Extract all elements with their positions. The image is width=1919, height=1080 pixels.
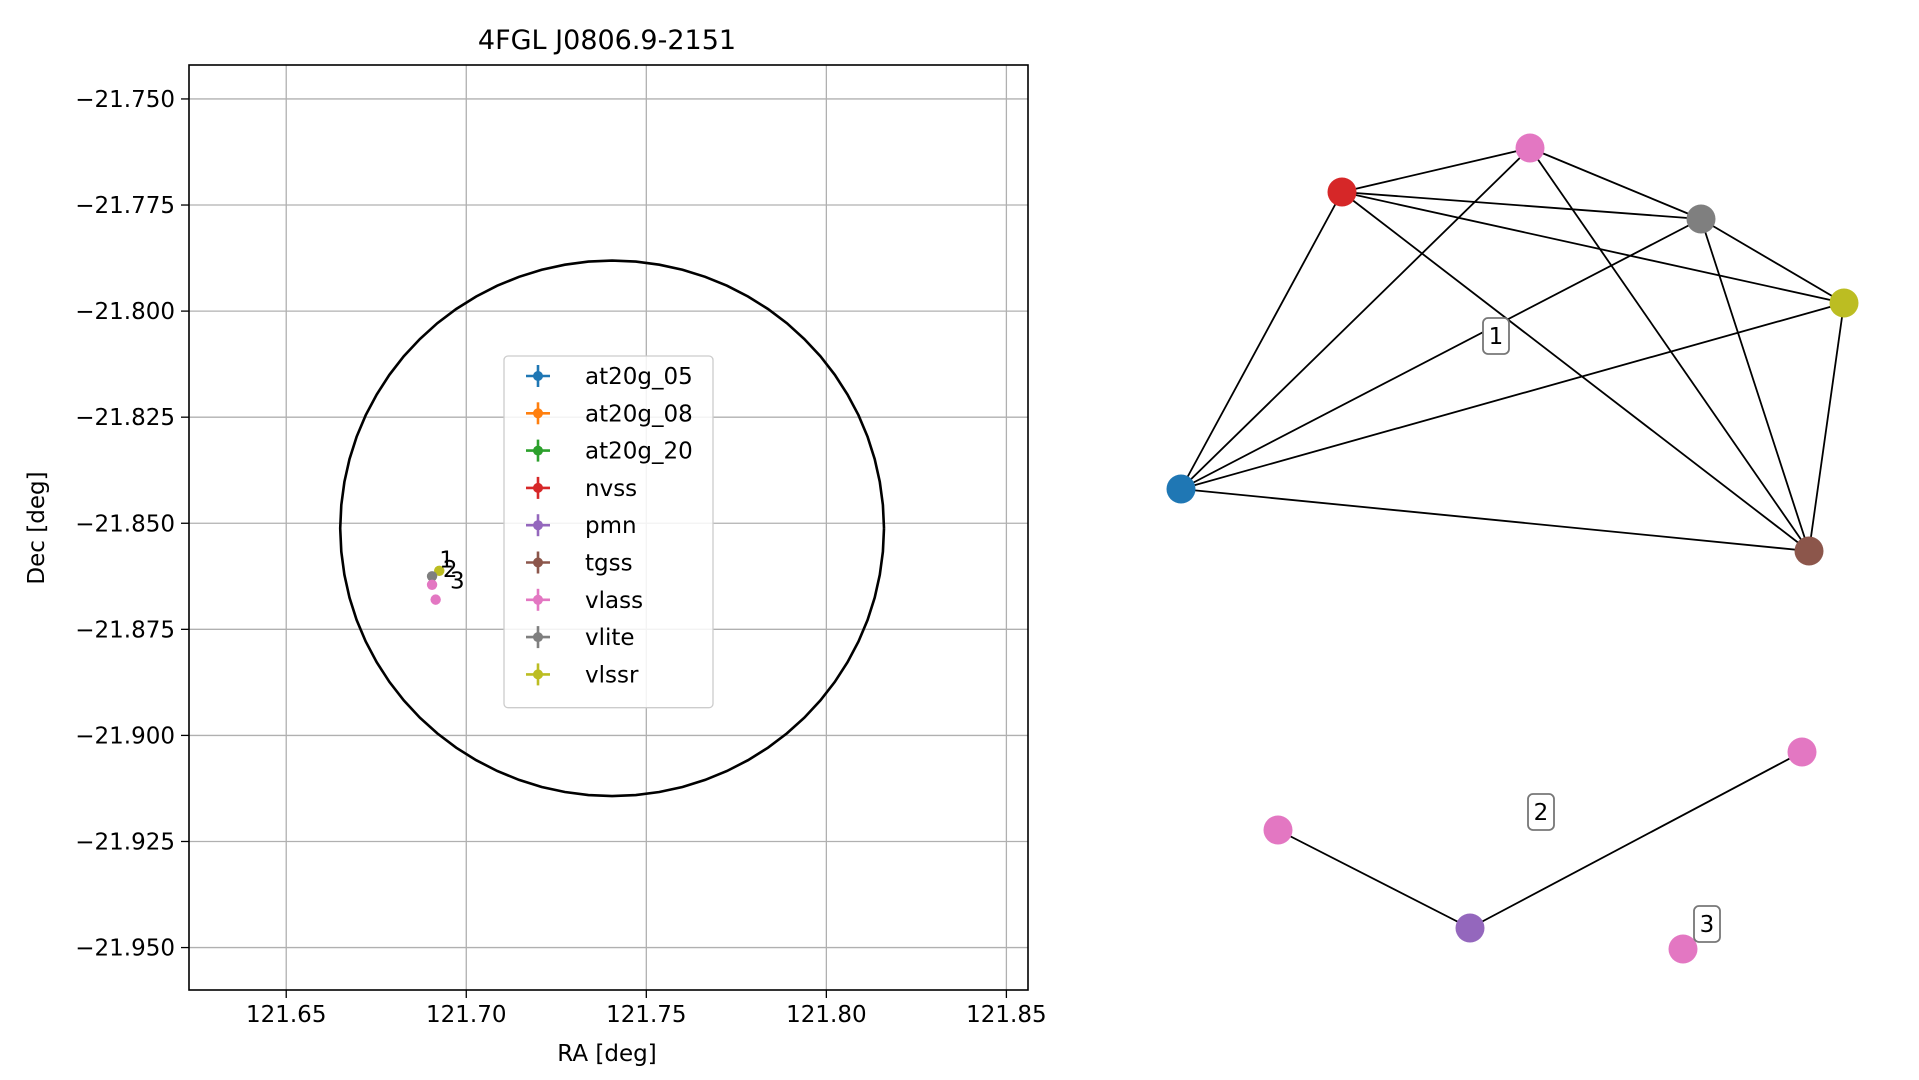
network-edge <box>1341 191 1702 220</box>
network-edges <box>1180 147 1845 929</box>
network-edge <box>1180 191 1343 490</box>
source-point <box>426 579 438 590</box>
network-node <box>1686 204 1716 234</box>
network-node <box>1794 536 1824 566</box>
y-tick-label: −21.925 <box>75 829 175 855</box>
point-label: 2 <box>443 557 458 583</box>
network-edge <box>1808 302 1845 552</box>
network-node <box>1515 133 1545 163</box>
component-label: 3 <box>1700 912 1715 938</box>
y-tick-label: −21.950 <box>75 936 175 962</box>
legend-marker-dot <box>533 445 543 456</box>
y-tick-label: −21.850 <box>75 511 175 537</box>
legend-label: at20g_05 <box>585 364 693 390</box>
network-edge <box>1277 829 1471 929</box>
legend-box <box>503 355 714 709</box>
network-edge <box>1529 147 1702 220</box>
network-edge <box>1180 218 1702 490</box>
network-edge <box>1180 147 1531 490</box>
network-node <box>1327 177 1357 207</box>
y-tick-label: −21.775 <box>75 193 175 219</box>
error-ellipse <box>338 259 886 798</box>
plot-frame <box>188 64 1029 991</box>
x-tick-label: 121.75 <box>606 1002 686 1028</box>
y-tick-label: −21.825 <box>75 405 175 431</box>
x-tick-label: 121.80 <box>786 1002 866 1028</box>
legend-label: nvss <box>585 476 637 502</box>
network-edge <box>1341 191 1810 552</box>
component-label: 2 <box>1534 800 1549 826</box>
point-label: 1 <box>439 547 454 573</box>
network-node <box>1668 934 1698 964</box>
network-edge <box>1529 147 1810 552</box>
legend-marker-dot <box>533 632 543 643</box>
component-label-box <box>1482 317 1510 355</box>
legend-marker-dot <box>533 594 543 605</box>
network-edge <box>1469 751 1803 929</box>
data-points <box>426 565 445 605</box>
x-tick-label: 121.70 <box>426 1002 506 1028</box>
scatter-title: 4FGL J0806.9-2151 <box>478 25 736 56</box>
y-tick-label: −21.750 <box>75 87 175 113</box>
x-tick-label: 121.65 <box>246 1002 326 1028</box>
y-tick-label: −21.875 <box>75 617 175 643</box>
network-edge <box>1180 488 1810 552</box>
x-axis-ticks: 121.65 121.70 121.75 121.80 121.85 <box>246 990 1047 1028</box>
legend-marker-dot <box>533 408 543 419</box>
network-node <box>1829 288 1859 318</box>
network-edge <box>1180 302 1845 490</box>
legend-label: at20g_20 <box>585 439 693 465</box>
y-tick-label: −21.800 <box>75 299 175 325</box>
network-node <box>1166 474 1196 504</box>
scatter-panel: 4FGL J0806.9-2151 123 121.65 121.70 121.75… <box>24 25 1047 1067</box>
network-node <box>1263 815 1293 845</box>
legend-label: pmn <box>585 513 637 539</box>
network-nodes <box>1166 133 1859 964</box>
network-edge <box>1341 147 1531 193</box>
legend-marker-dot <box>533 557 543 568</box>
legend-marker-dot <box>533 520 543 531</box>
x-axis-label: RA [deg] <box>557 1041 656 1067</box>
point-label: 3 <box>450 569 465 595</box>
network-edge <box>1700 218 1845 304</box>
network-node <box>1455 913 1485 943</box>
y-axis-label: Dec [deg] <box>24 471 50 584</box>
component-label-box <box>1527 793 1555 831</box>
legend-marker-dot <box>533 482 543 493</box>
component-label-box <box>1693 905 1721 943</box>
point-annotations: 123 <box>439 547 464 594</box>
legend-label: at20g_08 <box>585 401 693 427</box>
legend-label: vlite <box>585 625 635 651</box>
localization-ellipse <box>338 259 886 798</box>
legend-label: vlass <box>585 588 643 614</box>
source-point <box>434 565 445 576</box>
y-axis-ticks: −21.750 −21.775 −21.800 −21.825 −21.850 −21.8… <box>75 87 189 962</box>
legend-label: tgss <box>585 551 633 577</box>
legend-marker-dot <box>533 669 543 680</box>
y-tick-label: −21.900 <box>75 723 175 749</box>
network-edge <box>1341 191 1845 304</box>
component-labels: 1 2 3 <box>1482 317 1721 943</box>
component-label: 1 <box>1489 324 1504 350</box>
network-panel: 1 2 3 <box>1166 133 1859 964</box>
source-point <box>430 594 441 605</box>
network-node <box>1787 737 1817 767</box>
grid-lines <box>189 65 1028 990</box>
source-point <box>426 571 438 582</box>
legend-marker-dot <box>533 371 543 381</box>
legend-label: vlssr <box>585 662 639 688</box>
network-edge <box>1700 218 1810 552</box>
x-tick-label: 121.85 <box>966 1002 1046 1028</box>
